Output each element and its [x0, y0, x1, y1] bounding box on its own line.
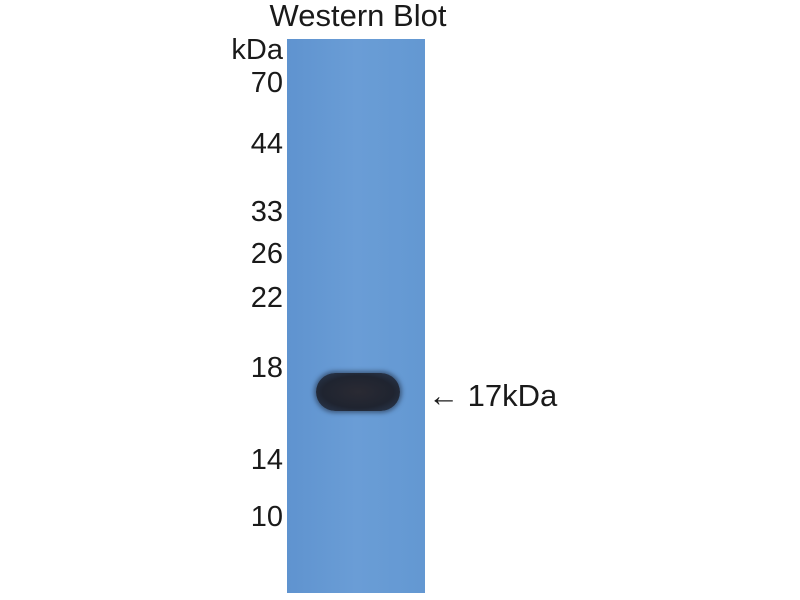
marker-label-26: 26 [250, 238, 283, 270]
marker-label-33: 33 [250, 196, 283, 228]
marker-label-44: 44 [250, 128, 283, 160]
unit-label: kDa [231, 34, 283, 66]
band-annotation: ← 17kDa [428, 378, 558, 413]
marker-label-22: 22 [250, 282, 283, 314]
marker-label-10: 10 [250, 501, 283, 533]
marker-label-18: 18 [250, 352, 283, 384]
marker-label-70: 70 [250, 67, 283, 99]
protein-band [316, 373, 400, 411]
figure-title: Western Blot [269, 0, 447, 33]
blot-lane [287, 39, 425, 593]
marker-label-14: 14 [250, 444, 283, 476]
